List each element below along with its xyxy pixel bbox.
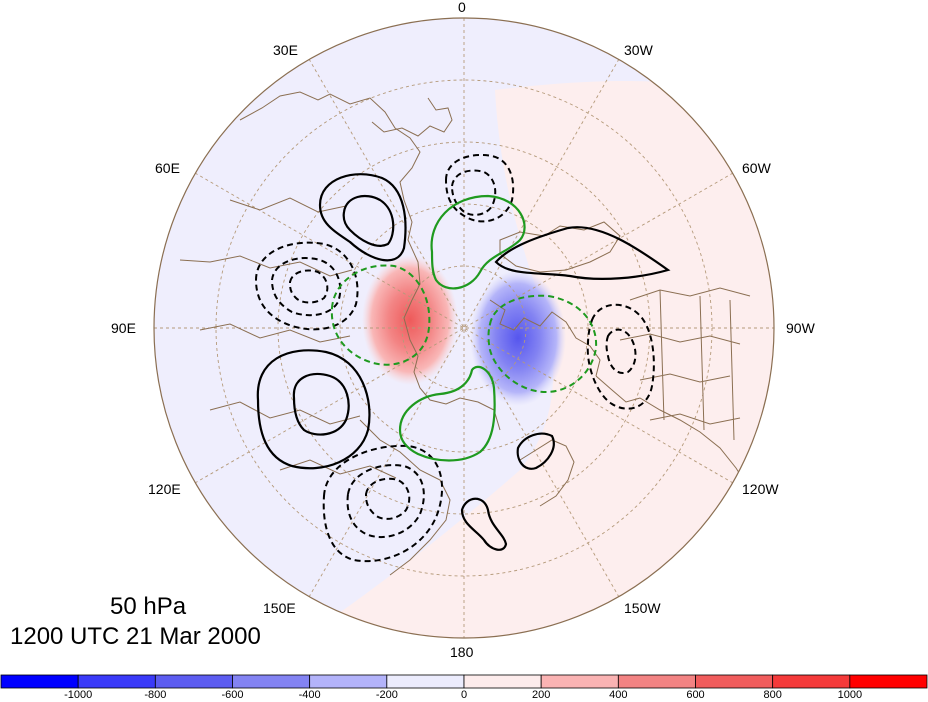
asia-north-coast: [403, 299, 501, 431]
contour-okhotsk-low-mid: [346, 464, 425, 539]
positive-background-region: [300, 81, 774, 638]
contour-hudson-low: [586, 303, 655, 410]
contour-ural-low-mid: [270, 257, 342, 317]
colorbar: [0, 674, 928, 689]
contour-okhotsk-low-inner: [364, 477, 411, 520]
negative-anomaly-center: [470, 270, 566, 406]
contour-alaska-high: [516, 432, 555, 470]
colorbar-tick-label: 1000: [837, 689, 863, 701]
colorbar-swatch: [309, 674, 388, 689]
north-america-grid: [619, 287, 751, 441]
green-contour-arctic-north: [430, 194, 526, 290]
lon-label-90w: 90W: [786, 320, 815, 336]
colorbar-swatch: [386, 674, 465, 689]
contour-siberia-high: [256, 349, 371, 470]
colorbar-swatch: [77, 674, 156, 689]
colorbar-tick-label: -1000: [64, 689, 93, 701]
canada-arctic-coast: [489, 299, 601, 377]
contour-hudson-low-inner: [605, 328, 637, 374]
colorbar-tick-label: -200: [375, 689, 398, 701]
lon-label-30w: 30W: [624, 42, 653, 58]
colorbar-tick-label: -800: [144, 689, 167, 701]
contour-siberia-high-inner: [292, 372, 350, 436]
lon-label-150w: 150W: [624, 600, 661, 616]
colorbar-tick-label: 0: [460, 689, 468, 701]
green-contour-arctic-south: [398, 365, 496, 462]
green-dashed-contours: [330, 264, 598, 394]
colorbar-tick-label: 600: [686, 689, 705, 701]
contour-okhotsk-low-outer: [322, 444, 443, 563]
positive-anomaly-center: [362, 255, 458, 385]
lon-label-150e: 150E: [263, 600, 296, 616]
title-datetime: 1200 UTC 21 Mar 2000: [10, 623, 261, 650]
pacific-asia-coast: [359, 419, 451, 576]
colorbar-swatch: [617, 674, 696, 689]
lon-label-120w: 120W: [742, 481, 779, 497]
scandinavia-coast: [371, 97, 453, 137]
colorbar-swatch: [154, 674, 233, 689]
colorbar-swatch: [695, 674, 774, 689]
colorbar-swatch: [772, 674, 851, 689]
colorbar-tick-label: 400: [609, 689, 628, 701]
colorbar-swatch: [540, 674, 619, 689]
contour-greenland-high: [494, 226, 671, 280]
lon-label-120e: 120E: [148, 481, 181, 497]
lon-label-180: 180: [450, 644, 474, 660]
colorbar-swatch: [463, 674, 542, 689]
lon-label-60w: 60W: [742, 160, 771, 176]
lon-label-30e: 30E: [273, 42, 298, 58]
contour-pacific-high: [460, 497, 508, 551]
contour-ural-low-outer: [254, 241, 359, 331]
lon-label-0: 0: [458, 0, 466, 15]
lon-label-90e: 90E: [111, 320, 136, 336]
contour-scandinavia-high: [318, 173, 407, 262]
colorbar-swatch: [849, 674, 928, 689]
colorbar-tick-label: -400: [298, 689, 321, 701]
asia-interior-borders: [179, 197, 397, 479]
colorbar-tick-label: 800: [763, 689, 782, 701]
positive-contours: [256, 173, 671, 551]
alaska-coast: [519, 439, 575, 507]
contour-scandinavia-high-inner: [342, 194, 395, 247]
map-boundary: [153, 17, 775, 639]
colorbar-tick-label: 200: [531, 689, 551, 701]
title-level: 50 hPa: [110, 593, 187, 620]
europe-coast: [239, 91, 421, 301]
green-dashed-east: [487, 294, 598, 394]
colorbar-tick-label: -600: [221, 689, 244, 701]
colorbar-swatch: [232, 674, 311, 689]
contour-barents-low: [444, 154, 515, 223]
contour-ural-low-inner: [288, 269, 329, 304]
green-dashed-west: [330, 264, 431, 366]
lon-label-60e: 60E: [155, 160, 180, 176]
green-contours: [398, 194, 526, 462]
graticule: [154, 18, 774, 638]
colorbar-swatch: [0, 674, 79, 689]
anomaly-shading: [154, 18, 774, 638]
